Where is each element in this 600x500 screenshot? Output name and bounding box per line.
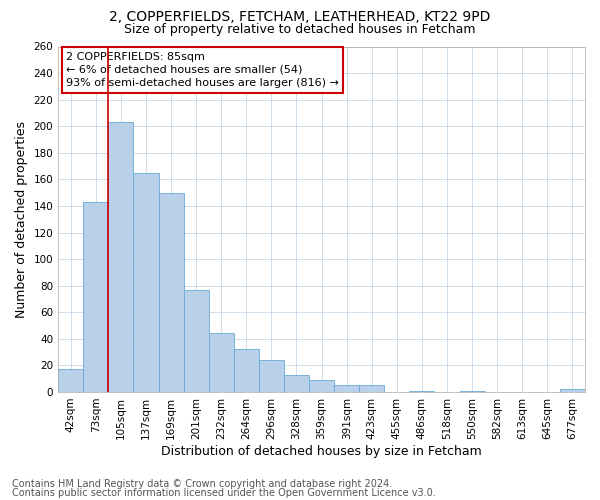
Bar bbox=[359, 386, 385, 392]
Bar bbox=[158, 192, 184, 392]
Bar bbox=[209, 334, 234, 392]
Bar bbox=[309, 380, 334, 392]
Bar bbox=[234, 350, 259, 392]
Bar bbox=[83, 202, 109, 392]
Bar bbox=[109, 122, 133, 392]
Text: Size of property relative to detached houses in Fetcham: Size of property relative to detached ho… bbox=[124, 22, 476, 36]
Y-axis label: Number of detached properties: Number of detached properties bbox=[15, 120, 28, 318]
Bar bbox=[460, 390, 485, 392]
Text: 2 COPPERFIELDS: 85sqm
← 6% of detached houses are smaller (54)
93% of semi-detac: 2 COPPERFIELDS: 85sqm ← 6% of detached h… bbox=[66, 52, 339, 88]
Bar bbox=[184, 290, 209, 392]
Bar bbox=[409, 390, 434, 392]
Bar bbox=[334, 386, 359, 392]
Text: 2, COPPERFIELDS, FETCHAM, LEATHERHEAD, KT22 9PD: 2, COPPERFIELDS, FETCHAM, LEATHERHEAD, K… bbox=[109, 10, 491, 24]
Text: Contains HM Land Registry data © Crown copyright and database right 2024.: Contains HM Land Registry data © Crown c… bbox=[12, 479, 392, 489]
Text: Contains public sector information licensed under the Open Government Licence v3: Contains public sector information licen… bbox=[12, 488, 436, 498]
Bar bbox=[284, 374, 309, 392]
Bar bbox=[58, 370, 83, 392]
Bar bbox=[259, 360, 284, 392]
X-axis label: Distribution of detached houses by size in Fetcham: Distribution of detached houses by size … bbox=[161, 444, 482, 458]
Bar bbox=[560, 390, 585, 392]
Bar bbox=[133, 172, 158, 392]
